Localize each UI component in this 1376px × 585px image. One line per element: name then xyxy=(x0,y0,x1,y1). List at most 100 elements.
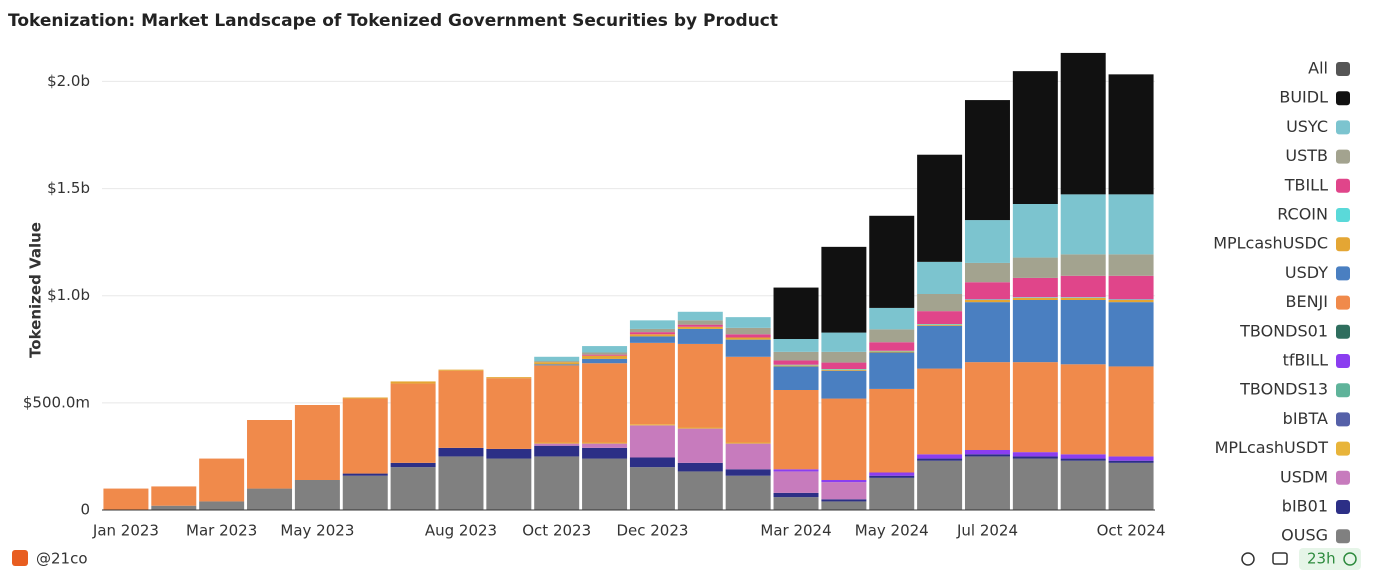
bar-segment xyxy=(725,317,771,328)
bar-segment xyxy=(869,351,915,353)
bar-segment xyxy=(773,492,819,498)
bar-segment xyxy=(917,324,963,325)
bar-segment xyxy=(917,154,963,262)
bar-segment xyxy=(1012,456,1058,459)
bar-segment xyxy=(1012,458,1058,510)
check-icon xyxy=(1343,552,1357,566)
bar-segment xyxy=(1012,300,1058,363)
bar-segment xyxy=(677,462,723,472)
legend-swatch[interactable] xyxy=(1336,237,1350,252)
bar-segment xyxy=(582,442,628,444)
bar-segment xyxy=(1060,458,1106,461)
bar-segment xyxy=(869,350,915,352)
bar-segment xyxy=(390,462,436,468)
bar-segment xyxy=(1060,52,1106,195)
bar-segment xyxy=(964,300,1010,303)
bar-segment xyxy=(964,362,1010,450)
bar-segment xyxy=(582,346,628,353)
icon[interactable] xyxy=(1241,552,1255,566)
legend-label: All xyxy=(1308,59,1328,78)
legend-label: BENJI xyxy=(1286,292,1329,311)
bar-segment xyxy=(821,369,867,370)
bar-segment xyxy=(486,448,532,459)
bar-segment xyxy=(486,378,532,449)
bar-segment xyxy=(390,467,436,510)
legend-swatch[interactable] xyxy=(1336,500,1350,514)
legend-swatch[interactable] xyxy=(1336,529,1350,544)
age-badge xyxy=(1299,548,1361,570)
bar-segment xyxy=(1012,204,1058,258)
bar-segment xyxy=(1060,454,1106,459)
legend-swatch[interactable] xyxy=(1336,412,1350,427)
x-tick-label: Aug 2023 xyxy=(425,522,497,540)
camera-icon[interactable] xyxy=(1272,552,1288,565)
legend-swatch[interactable] xyxy=(1336,120,1350,135)
legend-swatch[interactable] xyxy=(1336,441,1350,456)
bar-segment xyxy=(917,458,963,461)
x-tick-label: Mar 2024 xyxy=(760,522,831,540)
bar-segment xyxy=(821,332,867,352)
bar-segment xyxy=(1108,74,1154,195)
legend-label: tfBILL xyxy=(1283,351,1329,370)
bar-segment xyxy=(821,369,867,371)
bar-segment xyxy=(821,246,867,333)
bar-segment xyxy=(725,337,771,340)
bar-segment xyxy=(725,356,771,443)
bar-segment xyxy=(677,471,723,510)
bar-segment xyxy=(725,442,771,444)
legend-swatch[interactable] xyxy=(1336,208,1350,222)
bar-segment xyxy=(677,428,723,463)
legend-swatch[interactable] xyxy=(1336,62,1350,76)
bar-segment xyxy=(773,365,819,367)
legend-swatch[interactable] xyxy=(1336,324,1350,339)
bar-segment xyxy=(486,377,532,379)
bar-segment xyxy=(342,398,388,474)
bar-segment xyxy=(917,368,963,455)
legend-swatch[interactable] xyxy=(1336,470,1350,485)
bar-segment xyxy=(773,351,819,361)
bar-segment xyxy=(917,261,963,294)
legend-swatch[interactable] xyxy=(1336,149,1350,164)
bar-segment xyxy=(1108,194,1154,255)
bar-segment xyxy=(582,355,628,359)
bar-segment xyxy=(725,469,771,476)
bar-segment xyxy=(629,334,675,337)
bar-segment xyxy=(629,332,675,335)
legend-swatch[interactable] xyxy=(1336,354,1350,368)
bar-segment xyxy=(629,457,675,468)
bar-segment xyxy=(582,358,628,364)
bar-segment xyxy=(582,354,628,356)
legend-swatch[interactable] xyxy=(1336,295,1350,310)
bar-segment xyxy=(1108,302,1154,367)
bar-segment xyxy=(964,456,1010,510)
bar-segment xyxy=(917,460,963,510)
bar-segment xyxy=(534,443,580,446)
bar-segment xyxy=(964,220,1010,263)
bar-segment xyxy=(773,471,819,493)
bar-segment xyxy=(294,405,340,480)
bar-segment xyxy=(869,342,915,351)
bar-segment xyxy=(534,445,580,457)
bar-segment xyxy=(869,475,915,478)
bar-segment xyxy=(1012,257,1058,278)
legend-swatch[interactable] xyxy=(1336,266,1350,281)
bar-segment xyxy=(725,443,771,470)
y-tick-label: $1.5b xyxy=(47,179,90,197)
legend-label: bIBTA xyxy=(1283,409,1328,428)
chart-title: Tokenization: Market Landscape of Tokeni… xyxy=(8,11,778,31)
bar-segment xyxy=(821,362,867,369)
bar-segment xyxy=(1012,277,1058,298)
bar-segment xyxy=(677,311,723,321)
legend-label: TBONDS13 xyxy=(1239,380,1328,399)
legend-swatch[interactable] xyxy=(1336,178,1350,193)
bar-segment xyxy=(773,390,819,470)
legend-swatch[interactable] xyxy=(1336,383,1350,398)
bar-segment xyxy=(629,320,675,329)
bar-segment xyxy=(1060,300,1106,365)
bar-segment xyxy=(534,364,580,366)
x-tick-label: Oct 2023 xyxy=(522,522,591,540)
footer-source: @21co xyxy=(36,550,88,568)
bar-segment xyxy=(821,398,867,480)
legend-swatch[interactable] xyxy=(1336,91,1350,106)
